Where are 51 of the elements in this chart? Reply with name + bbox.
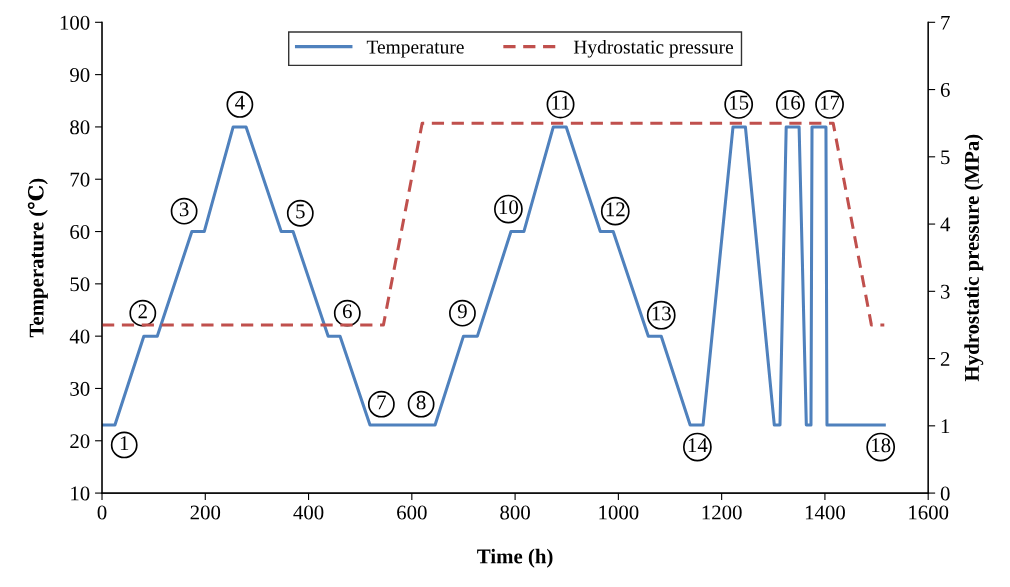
x-tick-label: 1600: [909, 505, 949, 520]
x-tick-label: 0: [97, 505, 107, 520]
annotation: 16: [781, 95, 801, 110]
y-axis-title: Temperature (℃): [27, 178, 48, 338]
y-tick-label: 50: [70, 277, 90, 292]
annotation: 13: [652, 306, 671, 321]
annotation: 4: [235, 95, 245, 110]
y-tick-label: 40: [69, 329, 90, 344]
annotation: 5: [296, 204, 305, 219]
y-tick-label: 100: [60, 15, 90, 30]
x-tick-label: 600: [397, 505, 427, 520]
annotation: 10: [499, 200, 519, 215]
y-tick-label: 30: [70, 381, 90, 396]
annotation: 9: [457, 304, 467, 319]
annotation: 6: [342, 304, 352, 319]
annotation: 15: [730, 95, 749, 110]
x-tick-label: 1000: [599, 505, 639, 520]
y2-tick-label: 3: [940, 284, 950, 299]
y-tick-label: 10: [71, 486, 90, 501]
x-axis-title: Time (h): [477, 548, 553, 568]
legend-label: Hydrostatic pressure: [573, 39, 734, 58]
x-tick-label: 400: [293, 505, 324, 520]
annotation: 14: [688, 438, 708, 453]
y-tick-label: 70: [70, 172, 90, 187]
annotation: 12: [606, 202, 625, 217]
y2-tick-label: 0: [940, 486, 950, 501]
y-tick-label: 80: [70, 120, 90, 135]
y2-tick-label: 5: [941, 150, 950, 165]
y2-tick-label: 4: [940, 217, 951, 232]
y2-axis-title: Hydrostatic pressure (MPa): [964, 134, 984, 382]
y-tick-label: 90: [70, 67, 90, 83]
y2-tick-label: 6: [940, 82, 950, 97]
annotation: 8: [416, 395, 426, 410]
annotation: 11: [552, 95, 570, 110]
y-tick-label: 60: [70, 224, 90, 239]
annotation: 18: [872, 438, 891, 453]
x-tick-label: 1400: [805, 505, 845, 520]
y2-tick-label: 7: [941, 15, 950, 30]
annotation: 1: [120, 436, 129, 450]
y2-tick-label: 2: [940, 352, 950, 366]
x-tick-label: 1200: [702, 505, 742, 520]
annotation: 3: [179, 202, 189, 217]
y2-tick-label: 1: [941, 419, 950, 434]
x-tick-label: 200: [190, 505, 221, 520]
line-series: [102, 125, 886, 427]
annotation: 17: [820, 95, 840, 110]
annotation: 2: [138, 304, 147, 319]
legend-label: Temperature: [366, 40, 464, 58]
y-tick-label: 20: [70, 434, 90, 449]
annotation: 7: [377, 395, 386, 410]
x-tick-label: 800: [500, 505, 530, 520]
